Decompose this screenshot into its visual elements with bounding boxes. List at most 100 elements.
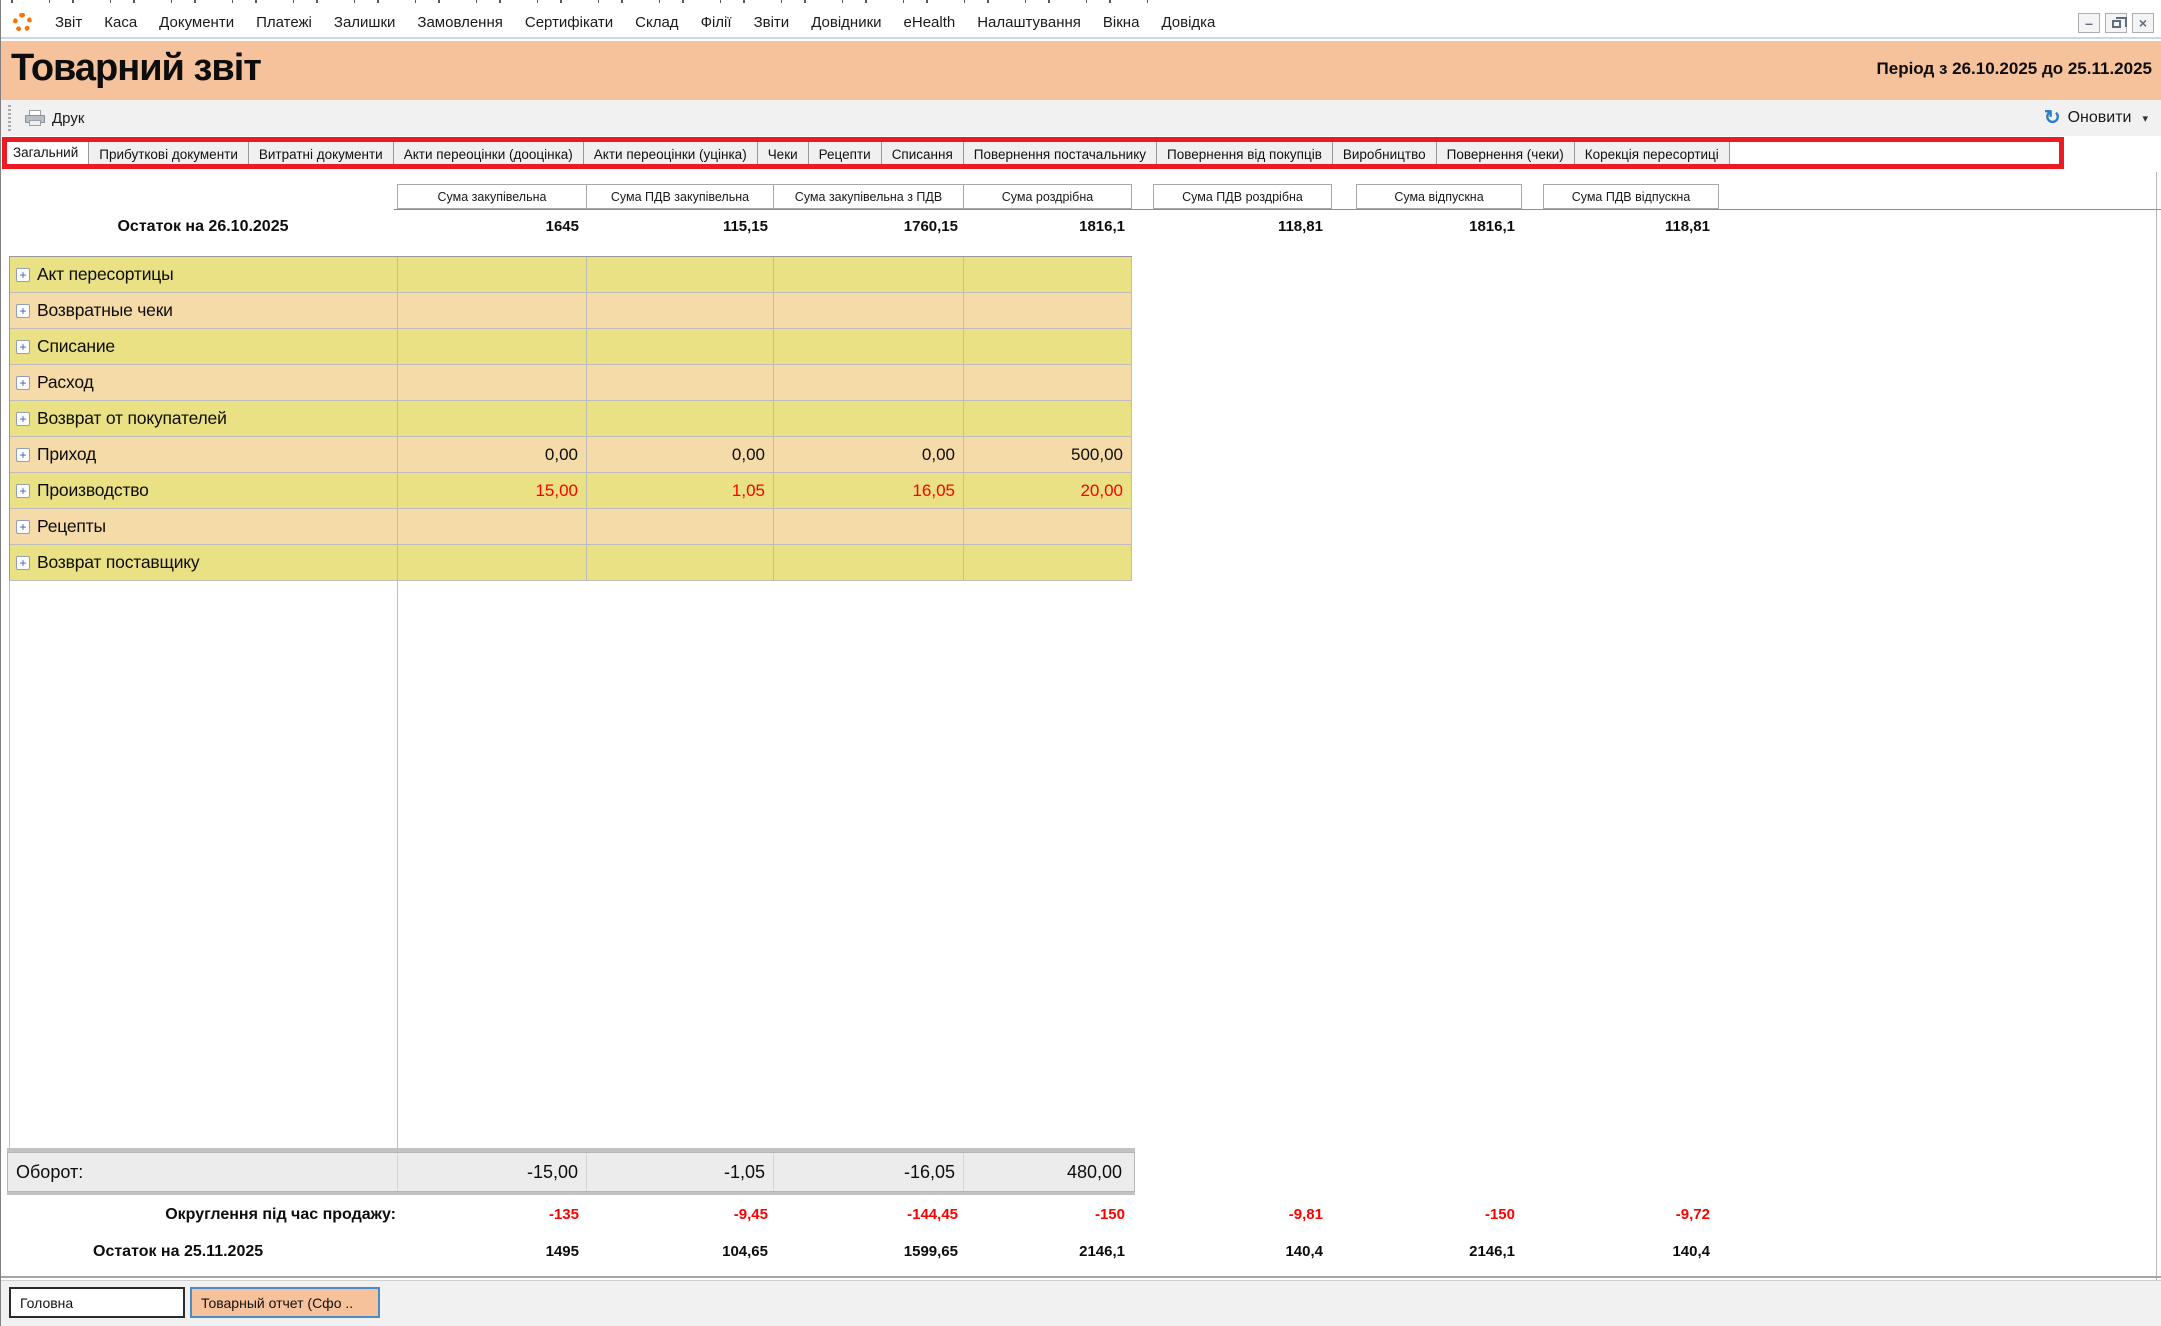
table-row[interactable]: + Возврат от покупателей [10,401,1132,437]
restore-button[interactable] [2105,12,2127,33]
print-button[interactable]: Друк [19,105,90,131]
closing-value: 1495 [545,1243,579,1260]
refresh-button[interactable]: ↻ Оновити ▾ [2044,104,2148,132]
row-label: Возврат от покупателей [37,408,227,428]
tab-retsepty[interactable]: Рецепти [807,141,882,168]
table-row[interactable]: + Акт пересортицы [10,257,1132,293]
row-label: Списание [37,336,115,356]
clipped-glyphs [11,0,1161,3]
cell [774,365,964,401]
cell: 0,00 [398,437,587,473]
closing-value: 104,65 [722,1243,768,1260]
menu-zvity[interactable]: Звіти [753,14,790,31]
rounding-value: -9,45 [733,1206,768,1223]
expand-icon[interactable]: + [16,447,30,462]
column-header[interactable]: Сума ПДВ роздрібна [1153,184,1332,209]
menu-dovidnyky[interactable]: Довідники [811,14,882,31]
cell [774,257,964,293]
tab-povernennia-vid-pokuptsiv[interactable]: Повернення від покупців [1156,141,1333,168]
closing-value: 2146,1 [1469,1243,1515,1260]
table-row[interactable]: + Расход [10,365,1132,401]
turnover-bottom-border [7,1192,1135,1195]
minimize-icon: – [2085,14,2093,31]
menu-sertyfikaty[interactable]: Сертифікати [524,14,614,31]
turnover-label: Оборот: [8,1153,398,1191]
tab-zahalnyi[interactable]: Загальний [2,137,90,168]
menu-platezhi[interactable]: Платежі [256,14,312,31]
table-row[interactable]: + Производство 15,00 1,05 16,05 20,00 [10,473,1132,509]
tab-akty-pereotsinky-utsinka[interactable]: Акти переоцінки (уцінка) [582,141,758,168]
turnover-value: -15,00 [398,1153,587,1191]
expand-icon[interactable]: + [16,555,30,570]
window-tab-home[interactable]: Головна [9,1287,185,1318]
table-row[interactable]: + Приход 0,00 0,00 0,00 500,00 [10,437,1132,473]
tab-korektsiia-peresortytsi[interactable]: Корекція пересортиці [1573,141,1730,168]
cell [587,509,774,545]
expand-icon[interactable]: + [16,375,30,390]
menu-ehealth[interactable]: eHealth [903,14,956,31]
expand-icon[interactable]: + [16,483,30,498]
expand-icon[interactable]: + [16,267,30,282]
tab-povernennia-cheky[interactable]: Повернення (чеки) [1435,141,1575,168]
turnover-top-border [7,1148,1135,1152]
menu-dokumenty[interactable]: Документи [159,14,235,31]
expand-icon[interactable]: + [16,519,30,534]
table-row[interactable]: + Возвратные чеки [10,293,1132,329]
menu-filii[interactable]: Філії [700,14,732,31]
cell [587,257,774,293]
minimize-button[interactable]: – [2078,12,2100,33]
app-logo-icon [13,13,32,32]
menu-nalashtuvannia[interactable]: Налаштування [977,14,1081,31]
turnover-value: -16,05 [774,1153,964,1191]
rounding-value: -150 [1484,1206,1515,1223]
closing-value: 140,4 [1672,1243,1710,1260]
toolbar-grip[interactable] [8,105,11,131]
tab-spysannia[interactable]: Списання [880,141,964,168]
menu-dovidka[interactable]: Довідка [1161,14,1216,31]
page-title: Товарний звіт [11,47,262,89]
table-row[interactable]: + Списание [10,329,1132,365]
table-row[interactable]: + Возврат поставщику [10,545,1132,581]
menu-kasa[interactable]: Каса [104,14,138,31]
tab-vytratni-dokumenty[interactable]: Витратні документи [247,141,394,168]
row-label: Расход [37,372,94,392]
menu-zalyshky[interactable]: Залишки [333,14,396,31]
cell [774,509,964,545]
chevron-down-icon[interactable]: ▾ [2142,112,2148,125]
cell [398,257,587,293]
menu-bar: Звіт Каса Документи Платежі Залишки Замо… [1,8,2161,39]
tab-povernennia-postachalnyku[interactable]: Повернення постачальнику [962,141,1158,168]
column-header[interactable]: Сума закупівельна [397,184,587,209]
report-grid: + Акт пересортицы + Возвратные чеки + Списа… [9,256,1132,581]
menu-zamovlennia[interactable]: Замовлення [417,14,503,31]
window-tab-goods-report[interactable]: Товарный отчет (Сфо .. [190,1287,380,1318]
expand-icon[interactable]: + [16,339,30,354]
grid-column-continuation [9,580,398,1148]
table-row[interactable]: + Рецепты [10,509,1132,545]
tab-cheky[interactable]: Чеки [756,141,809,168]
column-header[interactable]: Сума відпускна [1356,184,1522,209]
menu-sklad[interactable]: Склад [635,14,679,31]
cell [398,545,587,581]
menu-vikna[interactable]: Вікна [1102,14,1140,31]
menu-zvit[interactable]: Звіт [55,14,83,31]
bottom-separator [1,1276,2161,1278]
tab-prybutkovi-dokumenty[interactable]: Прибуткові документи [88,141,249,168]
tab-vyrobnytstvo[interactable]: Виробництво [1331,141,1437,168]
close-button[interactable]: × [2132,12,2154,33]
column-header[interactable]: Сума закупівельна з ПДВ [773,184,964,209]
expand-icon[interactable]: + [16,303,30,318]
row-label: Производство [37,480,149,500]
cell [587,365,774,401]
cell: 500,00 [964,437,1132,473]
cell: 1,05 [587,473,774,509]
close-icon: × [2138,14,2148,31]
column-header[interactable]: Сума ПДВ закупівельна [586,184,774,209]
expand-icon[interactable]: + [16,411,30,426]
column-header[interactable]: Сума роздрібна [963,184,1132,209]
cell [964,401,1132,437]
opening-value: 1816,1 [1469,218,1515,235]
column-header[interactable]: Сума ПДВ відпускна [1543,184,1719,209]
tab-akty-pereotsinky-dootsinka[interactable]: Акти переоцінки (дооцінка) [392,141,584,168]
